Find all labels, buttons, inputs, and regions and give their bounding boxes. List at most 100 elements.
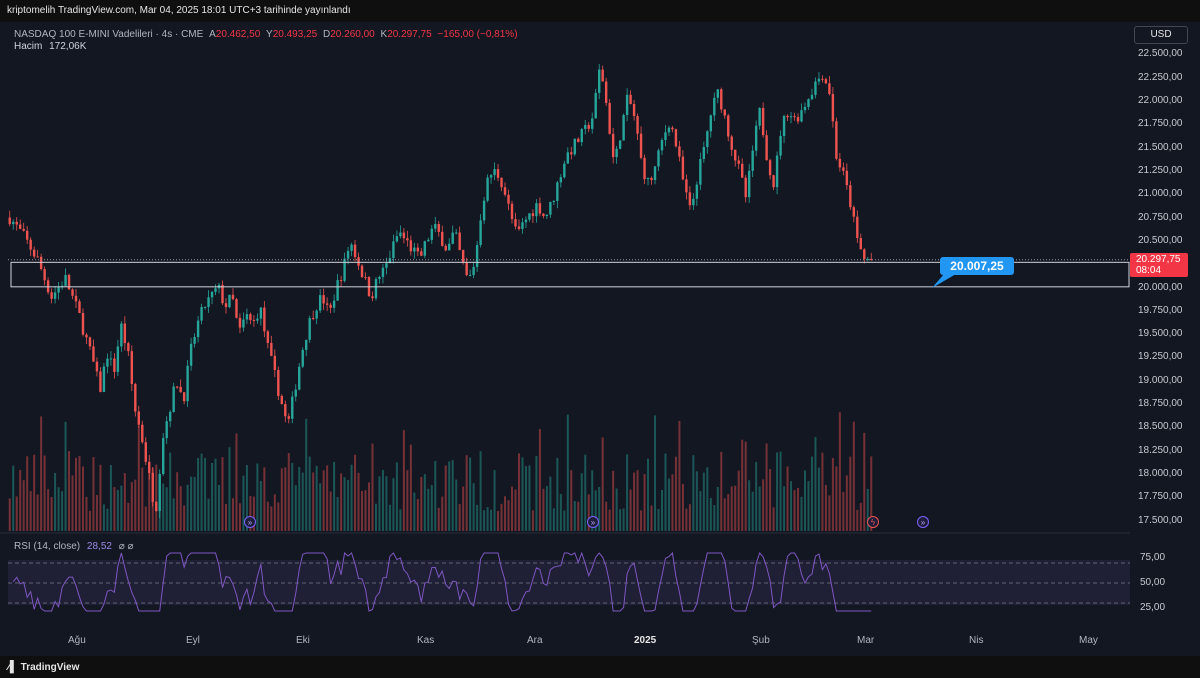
- volume-bar: [336, 497, 339, 531]
- candle-body: [695, 184, 699, 199]
- volume-bar: [681, 483, 684, 531]
- support-zone[interactable]: [10, 261, 1130, 288]
- candle-body: [859, 237, 862, 250]
- candle-body: [141, 424, 144, 443]
- volume-bar: [706, 467, 709, 531]
- candle-body: [399, 232, 402, 237]
- volume-bar: [448, 461, 451, 531]
- candle-body: [12, 221, 15, 225]
- candle-body: [113, 358, 116, 372]
- volume-bar: [636, 470, 639, 531]
- volume-bar: [308, 456, 311, 531]
- rsi-settings-icons[interactable]: ⌀ ⌀: [118, 541, 134, 552]
- volume-bar: [483, 510, 486, 531]
- volume-bar: [399, 509, 402, 531]
- volume-bar: [33, 454, 36, 531]
- candle-body: [162, 438, 165, 474]
- rsi-legend[interactable]: RSI (14, close) 28,52 ⌀ ⌀: [14, 541, 134, 552]
- volume-bar: [137, 425, 140, 531]
- volume-bar: [92, 456, 95, 531]
- volume-bar: [116, 489, 119, 531]
- volume-bar: [186, 484, 189, 531]
- candle-body: [465, 262, 468, 276]
- candle-body: [200, 307, 203, 321]
- event-marker-icon[interactable]: »: [587, 516, 599, 528]
- candle-body: [221, 284, 224, 304]
- volume-bar: [343, 477, 346, 531]
- candle-body: [856, 216, 859, 238]
- volume-bar: [204, 458, 207, 531]
- volume-bar: [507, 500, 510, 531]
- candle-body: [29, 239, 32, 250]
- volume-bar: [640, 510, 643, 531]
- volume-bar: [556, 457, 559, 531]
- volume-bar: [622, 508, 625, 531]
- volume-bar: [141, 467, 144, 531]
- candle-body: [322, 295, 325, 304]
- chart-pane[interactable]: [6, 22, 1194, 652]
- candle-body: [479, 220, 482, 246]
- price-callout[interactable]: 20.007,25: [940, 257, 1014, 275]
- candle-body: [102, 366, 106, 392]
- candle-body: [535, 203, 538, 217]
- candle-body: [168, 411, 172, 422]
- candle-body: [106, 358, 109, 367]
- volume-bar: [340, 473, 343, 531]
- candle-body: [57, 287, 60, 293]
- volume-bar: [235, 433, 238, 531]
- candle-body: [852, 207, 856, 217]
- volume-bar: [381, 469, 384, 531]
- volume-bar: [221, 457, 224, 531]
- candle-body: [796, 117, 800, 122]
- volume-bar: [95, 495, 98, 531]
- candle-body: [779, 135, 782, 156]
- volume-bar: [81, 466, 84, 531]
- candle-body: [88, 337, 92, 347]
- candle-body: [95, 361, 99, 372]
- currency-button[interactable]: USD: [1134, 26, 1188, 44]
- dividend-marker-icon[interactable]: ϟ: [867, 516, 879, 528]
- candle-body: [298, 366, 301, 390]
- volume-bar: [849, 456, 852, 531]
- candle-body: [388, 258, 392, 264]
- candle-body: [531, 213, 535, 217]
- volume-bar: [727, 494, 730, 531]
- volume-bar: [162, 483, 165, 531]
- event-marker-icon[interactable]: »: [244, 516, 256, 528]
- candle-body: [566, 152, 570, 164]
- volume-bar: [374, 503, 377, 531]
- volume-bar: [270, 506, 273, 531]
- candle-body: [758, 107, 761, 126]
- volume-bar: [266, 501, 269, 531]
- candle-body: [587, 125, 590, 129]
- symbol-legend[interactable]: NASDAQ 100 E-MINI Vadelileri · 4s · CME …: [14, 28, 518, 41]
- volume-bar: [570, 470, 573, 531]
- volume-bar: [451, 460, 454, 531]
- volume-bar: [329, 491, 332, 531]
- event-marker-icon[interactable]: »: [917, 516, 929, 528]
- candle-body: [503, 187, 507, 195]
- candle-body: [22, 228, 25, 231]
- candle-body: [772, 175, 775, 188]
- volume-bar: [75, 457, 78, 531]
- candle-body: [277, 369, 280, 396]
- volume-legend[interactable]: Hacim 172,06K: [14, 41, 86, 52]
- tradingview-logo[interactable]: ⁄▌ TradingView: [8, 661, 79, 673]
- time-axis-label: Ara: [527, 635, 543, 646]
- candle-body: [789, 116, 793, 118]
- volume-bar: [790, 481, 793, 531]
- volume-bar: [85, 496, 88, 531]
- volume-bar: [354, 454, 357, 531]
- candle-body: [343, 258, 346, 281]
- volume-bar: [144, 506, 147, 531]
- candle-body: [427, 239, 430, 242]
- candle-body: [346, 250, 350, 259]
- volume-bar: [828, 495, 831, 531]
- rsi-label: RSI (14, close): [14, 541, 81, 552]
- candle-body: [406, 238, 409, 241]
- volume-bar: [601, 437, 604, 531]
- volume-bar: [367, 482, 370, 531]
- candle-body: [46, 280, 50, 293]
- volume-bar: [517, 453, 520, 531]
